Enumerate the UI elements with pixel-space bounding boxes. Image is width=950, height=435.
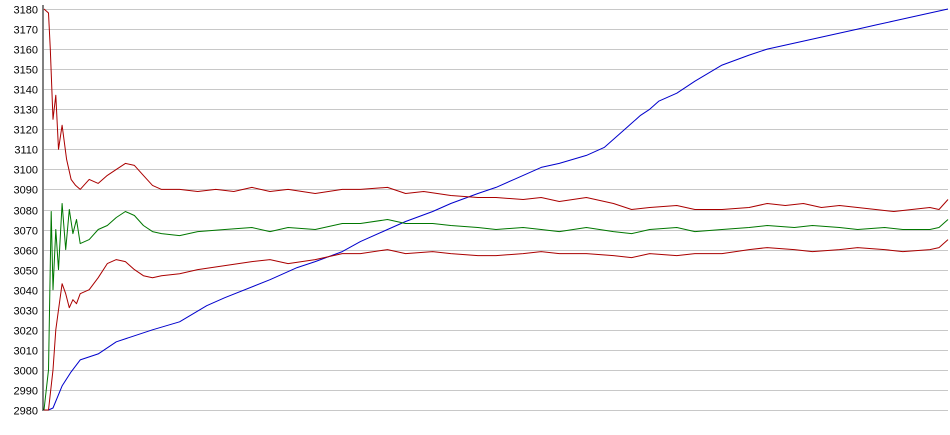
y-tick-label: 3030 — [14, 306, 38, 318]
y-tick-label: 2980 — [14, 406, 38, 418]
y-tick-label: 3000 — [14, 366, 38, 378]
y-tick-label: 3060 — [14, 246, 38, 258]
series-line-3 — [44, 239, 949, 411]
y-tick-label: 2990 — [14, 386, 38, 398]
y-tick-label: 3100 — [14, 165, 38, 177]
series-line-1 — [43, 8, 949, 212]
y-tick-labels: 3180 3170 3160 3150 3140 3130 3120 3110 3100 3090… — [14, 5, 38, 418]
y-tick-label: 3180 — [14, 5, 38, 17]
y-tick-label: 3170 — [14, 25, 38, 37]
y-tick-label: 3010 — [14, 346, 38, 358]
y-tick-label: 3020 — [14, 326, 38, 338]
series-line-2 — [43, 203, 949, 411]
series-lines — [43, 8, 949, 411]
y-tick-label: 3090 — [14, 185, 38, 197]
grid-lines — [44, 9, 948, 411]
y-tick-label: 3050 — [14, 266, 38, 278]
series-line-0 — [44, 8, 949, 411]
y-tick-label: 3150 — [14, 65, 38, 77]
y-tick-label: 3040 — [14, 286, 38, 298]
y-tick-label: 3120 — [14, 125, 38, 137]
y-tick-label: 3110 — [14, 145, 38, 157]
y-tick-label: 3130 — [14, 105, 38, 117]
y-tick-label: 3160 — [14, 45, 38, 57]
y-tick-label: 3140 — [14, 85, 38, 97]
y-tick-label: 3070 — [14, 226, 38, 238]
y-tick-label: 3080 — [14, 206, 38, 218]
